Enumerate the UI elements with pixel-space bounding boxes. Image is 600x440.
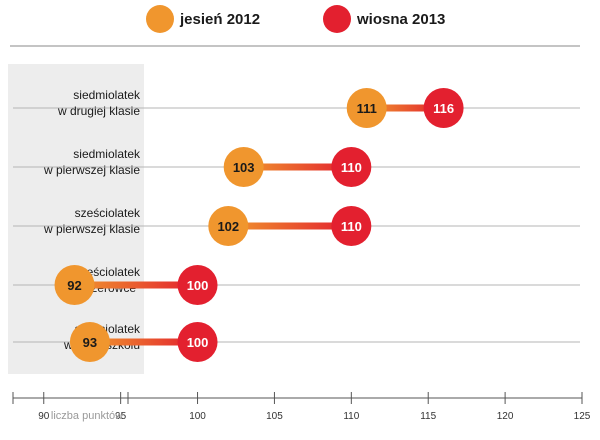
- category-label-line2: w pierwszej klasie: [43, 222, 140, 236]
- point-jesien-2012: [223, 147, 264, 187]
- data-label-jesien-2012: 111: [357, 101, 377, 116]
- point-wiosna-2013: [177, 322, 218, 362]
- x-tick-label: 95: [115, 411, 127, 422]
- chart-row: siedmiolatek w drugiej klasie 111 116: [13, 88, 580, 128]
- x-tick-label: 115: [420, 411, 436, 422]
- point-jesien-2012: [208, 206, 249, 246]
- x-axis-label: liczba punktów: [51, 410, 123, 422]
- category-label-band: [8, 64, 144, 374]
- x-axis: 90 95 100 105 110 115 120 125 liczba punktów: [12, 392, 591, 422]
- category-label-line2: w drugiej klasie: [57, 104, 140, 118]
- x-tick-label: 105: [266, 411, 283, 422]
- dumbbell-connector: [74, 281, 198, 289]
- point-wiosna-2013: [423, 88, 464, 128]
- data-label-jesien-2012: 93: [83, 335, 97, 350]
- point-wiosna-2013: [331, 206, 372, 246]
- data-label-wiosna-2013: 110: [341, 160, 362, 175]
- point-jesien-2012: [346, 88, 387, 128]
- data-label-wiosna-2013: 100: [187, 335, 209, 350]
- x-tick-label: 100: [189, 411, 206, 422]
- point-jesien-2012: [69, 322, 110, 362]
- category-label-line1: sześciolatek: [75, 206, 141, 220]
- dumbbell-connector: [243, 163, 352, 171]
- dumbbell-connector: [366, 104, 444, 112]
- chart-row: siedmiolatek w pierwszej klasie 103 110: [13, 147, 580, 187]
- legend-label-1: jesień 2012: [179, 11, 260, 28]
- data-label-jesien-2012: 102: [217, 219, 239, 234]
- point-wiosna-2013: [177, 265, 218, 305]
- category-label-line2: w pierwszej klasie: [43, 163, 140, 177]
- legend: jesień 2012 wiosna 2013: [146, 5, 445, 33]
- category-label-line1: siedmiolatek: [73, 147, 141, 161]
- data-label-wiosna-2013: 116: [433, 101, 454, 116]
- x-tick-label: 120: [497, 411, 514, 422]
- data-label-jesien-2012: 103: [233, 160, 255, 175]
- category-label-line1: siedmiolatek: [73, 88, 141, 102]
- point-wiosna-2013: [331, 147, 372, 187]
- x-tick-label: 110: [343, 411, 359, 422]
- x-tick-label: 125: [574, 411, 591, 422]
- chart-row: sześciolatek w pierwszej klasie 102 110: [13, 206, 580, 246]
- legend-marker-1: [146, 5, 174, 33]
- data-label-wiosna-2013: 100: [187, 278, 209, 293]
- legend-label-2: wiosna 2013: [356, 11, 445, 28]
- dumbbell-connector: [89, 338, 198, 346]
- x-tick-label: 90: [38, 411, 50, 422]
- data-label-wiosna-2013: 110: [341, 219, 362, 234]
- legend-marker-2: [323, 5, 351, 33]
- dumbbell-connector: [228, 222, 352, 230]
- point-jesien-2012: [54, 265, 95, 305]
- data-label-jesien-2012: 92: [67, 278, 81, 293]
